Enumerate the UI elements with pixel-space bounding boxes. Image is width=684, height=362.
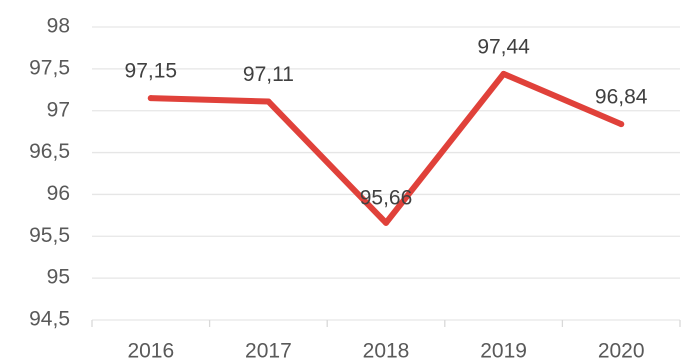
y-tick-label: 94,5 [29,308,70,331]
y-tick-label: 96 [47,182,70,205]
y-tick-label: 96,5 [29,140,70,163]
y-tick-label: 95 [47,266,70,289]
data-point [618,121,625,128]
data-label: 96,84 [595,86,648,109]
x-axis-ticks: 2016 2017 2018 2019 2020 [91,320,681,362]
y-tick-label: 95,5 [29,224,70,247]
data-label: 97,15 [125,60,178,83]
data-point [147,95,154,102]
x-tick-label: 2020 [598,340,645,362]
y-axis-ticks: 98 97,5 97 96,5 96 95,5 95 94,5 [29,15,70,331]
data-point [265,98,272,105]
x-tick-label: 2016 [127,340,174,362]
data-point [383,219,389,226]
data-label: 95,66 [360,186,413,209]
data-label: 97,11 [243,63,294,86]
x-tick-label: 2017 [245,340,292,362]
gridlines [92,26,680,321]
data-label: 97,44 [477,35,530,58]
data-labels: 97,15 97,11 95,66 97,44 96,84 [125,35,648,209]
y-tick-label: 97,5 [29,56,70,79]
data-point [500,70,507,77]
series-layer [147,70,625,226]
x-tick-label: 2019 [480,340,527,362]
y-tick-label: 97 [47,98,70,121]
y-tick-label: 98 [47,15,70,38]
x-tick-label: 2018 [363,340,410,362]
